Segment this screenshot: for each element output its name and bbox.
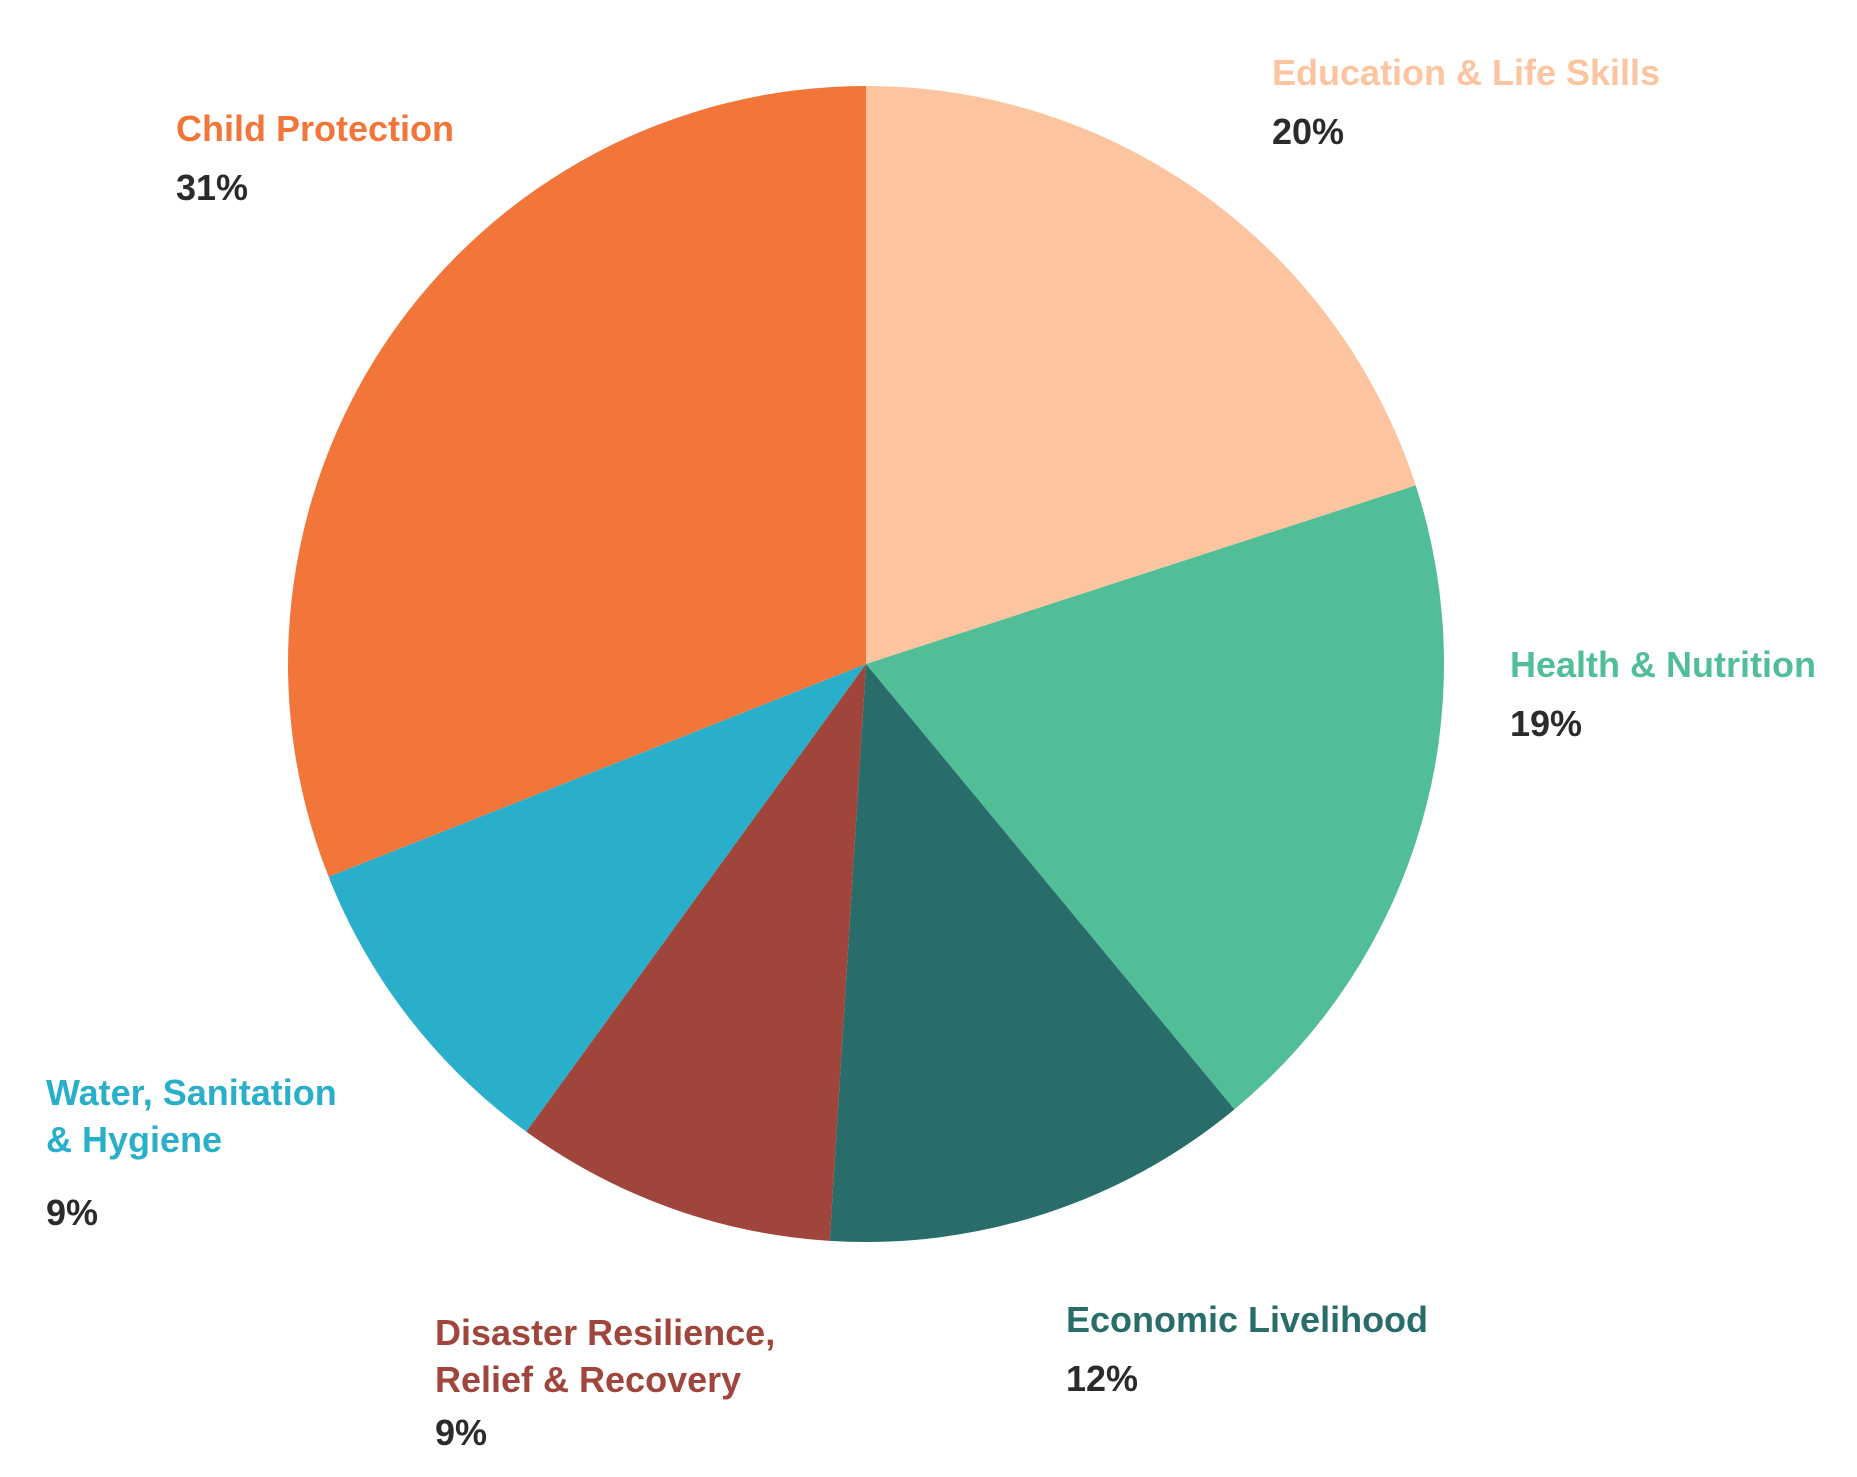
label-child-protection: Child Protection 31% xyxy=(176,106,454,212)
label-health: Health & Nutrition 19% xyxy=(1510,642,1816,748)
pie-slice-water-sanitation-hygiene xyxy=(328,664,867,1132)
slice-label-name: Education & Life Skills xyxy=(1272,52,1661,93)
slice-label-name-line1: Disaster Resilience, xyxy=(435,1312,776,1353)
slice-label-value: 19% xyxy=(1510,702,1583,744)
slice-label-value: 9% xyxy=(435,1411,488,1453)
slice-label-name: Child Protection xyxy=(176,108,454,149)
slice-label-name: Health & Nutrition xyxy=(1510,644,1816,685)
pie-slice-disaster-resilience-relief-recovery xyxy=(526,664,866,1241)
slice-label-name-line1: Water, Sanitation xyxy=(46,1072,337,1113)
pie-slice-education-life-skills xyxy=(866,86,1416,664)
slice-label-name: Economic Livelihood xyxy=(1066,1299,1429,1340)
label-disaster: Disaster Resilience, Relief & Recovery 9… xyxy=(435,1310,775,1456)
label-economic: Economic Livelihood 12% xyxy=(1066,1297,1428,1403)
pie-slice-health-nutrition xyxy=(866,485,1444,1110)
slice-label-name-line2: Relief & Recovery xyxy=(435,1358,742,1400)
slice-label-value: 12% xyxy=(1066,1357,1139,1399)
slice-label-value: 31% xyxy=(176,166,249,208)
pie-slice-child-protection xyxy=(287,86,867,877)
pie-slice-economic-livelihood xyxy=(829,664,1235,1243)
slice-label-value: 20% xyxy=(1272,110,1345,152)
label-education: Education & Life Skills 20% xyxy=(1272,50,1660,156)
slice-label-value: 9% xyxy=(46,1191,99,1233)
slice-label-name-line2: & Hygiene xyxy=(46,1118,223,1160)
label-water: Water, Sanitation & Hygiene 9% xyxy=(46,1070,337,1236)
